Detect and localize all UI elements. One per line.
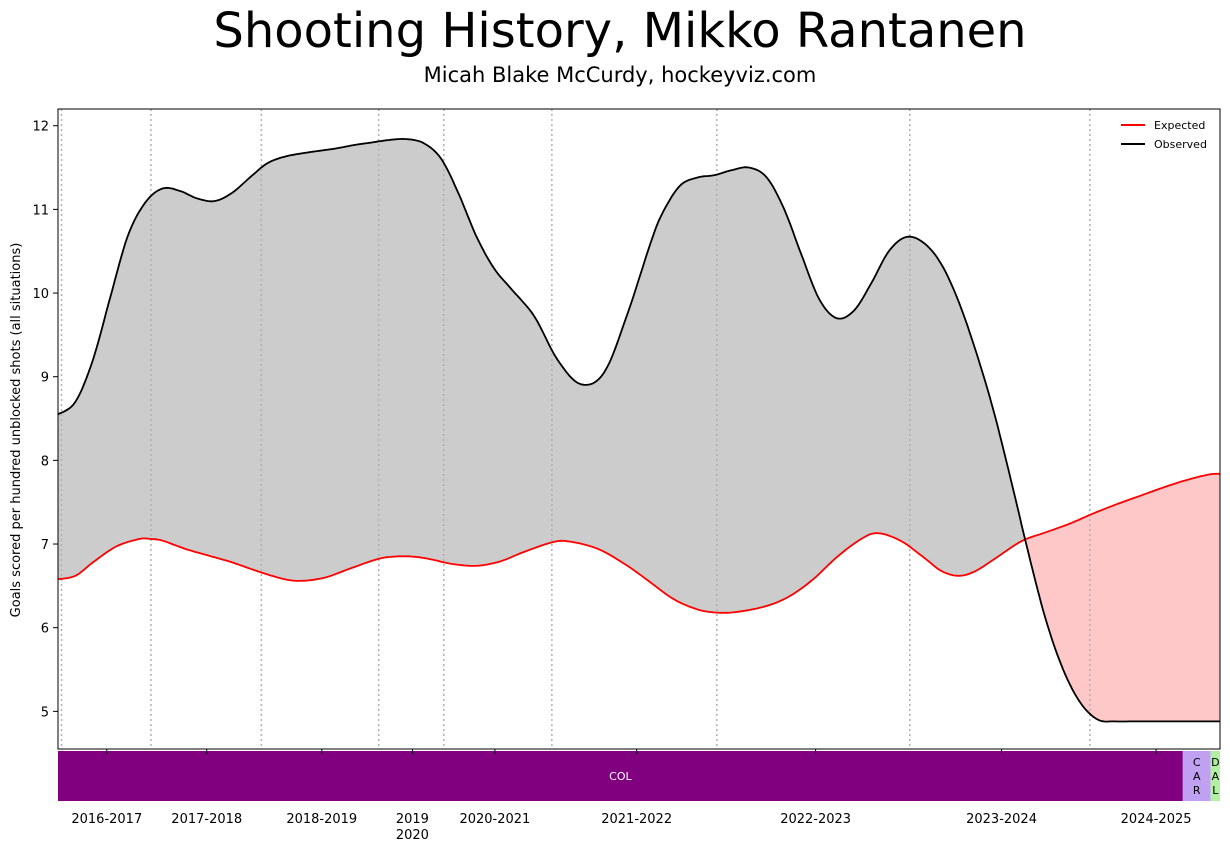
legend-label-observed: Observed: [1154, 138, 1207, 151]
team-segment-dal: [1210, 751, 1220, 801]
team-bar: COL C A R D A L: [58, 751, 1220, 801]
x-tick-label: 2019 2020: [396, 812, 429, 843]
legend: Expected Observed: [1121, 119, 1207, 151]
series-expected-line: [57, 472, 1220, 614]
x-tick-label: 2023-2024: [966, 812, 1037, 827]
y-axis: 5 6 7 8 9 10 11 12: [32, 120, 58, 720]
plot-area: [57, 108, 1221, 750]
y-tick-label: 8: [41, 454, 49, 469]
team-segment-car: [1182, 751, 1211, 801]
x-tick-label: 2018-2019: [286, 812, 357, 827]
y-tick-label: 7: [41, 538, 49, 553]
x-tick-label: 2022-2023: [780, 812, 851, 827]
y-tick-label: 11: [32, 203, 49, 218]
y-tick-label: 5: [41, 705, 49, 720]
chart-subtitle: Micah Blake McCurdy, hockeyviz.com: [423, 63, 817, 87]
y-axis-label: Goals scored per hundred unblocked shots…: [9, 243, 24, 618]
team-segment-col: [58, 751, 1183, 801]
team-label-col: COL: [609, 770, 632, 783]
y-tick-label: 6: [41, 622, 49, 637]
chart-title: Shooting History, Mikko Rantanen: [213, 3, 1027, 59]
x-tick-label: 2016-2017: [71, 812, 142, 827]
y-tick-label: 9: [41, 371, 49, 386]
x-tick-label: 2017-2018: [171, 812, 242, 827]
x-axis: 2016-2017 2017-2018 2018-2019 2019 2020 2020-…: [71, 749, 1192, 843]
y-tick-label: 12: [32, 120, 49, 135]
x-tick-label: 2024-2025: [1121, 812, 1192, 827]
x-tick-label: 2020-2021: [459, 812, 530, 827]
series-observed-line: [57, 137, 1220, 723]
plot-frame: [57, 108, 1221, 750]
y-tick-label: 10: [32, 287, 49, 302]
fill-observed-above-expected: [58, 138, 1220, 613]
x-tick-label: 2021-2022: [601, 812, 672, 827]
legend-label-expected: Expected: [1154, 119, 1205, 132]
